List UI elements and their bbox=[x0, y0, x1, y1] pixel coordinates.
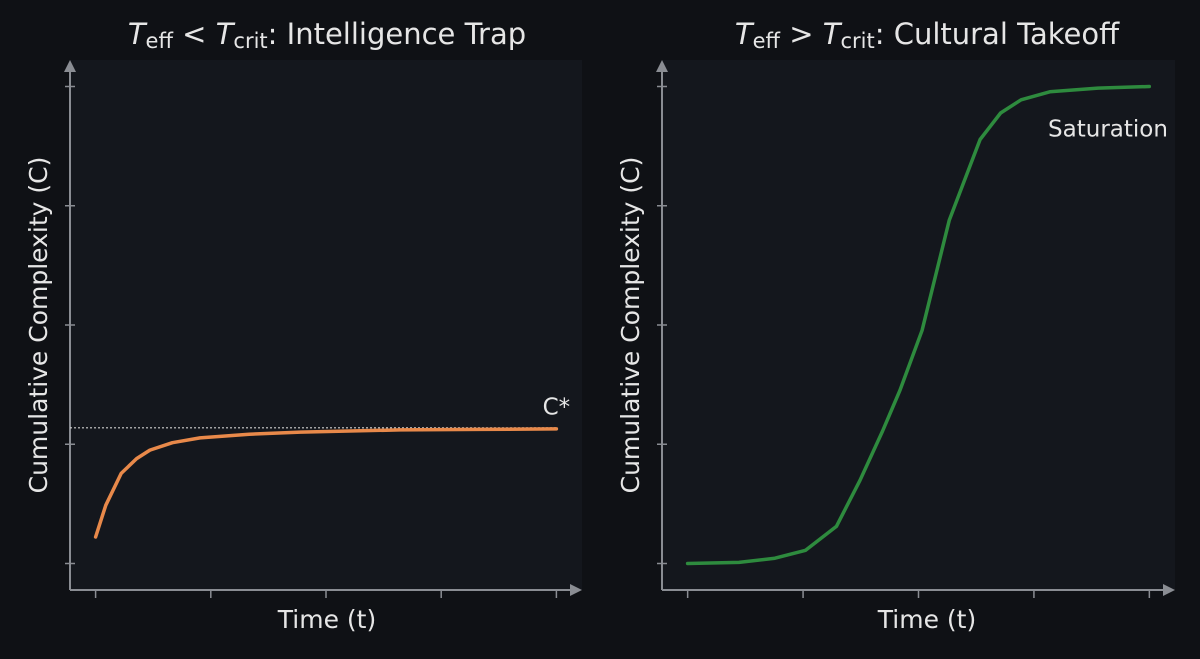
title-part: crit bbox=[840, 29, 874, 53]
annotation: Saturation bbox=[1048, 117, 1168, 143]
title-part: T bbox=[128, 17, 148, 51]
x-axis-arrow bbox=[570, 584, 582, 596]
y-axis-label: Cumulative Complexity (C) bbox=[24, 157, 53, 494]
title-part: : Cultural Takeoff bbox=[875, 17, 1120, 51]
title-part: eff bbox=[753, 29, 781, 53]
curve bbox=[685, 84, 1152, 566]
title-part: < bbox=[173, 17, 216, 51]
y-axis-label: Cumulative Complexity (C) bbox=[616, 157, 645, 494]
x-axis-label: Time (t) bbox=[877, 605, 976, 634]
curve bbox=[93, 427, 559, 539]
reference-label: C* bbox=[543, 394, 571, 420]
chart-title: Teff < Tcrit: Intelligence Trap bbox=[128, 17, 526, 53]
title-part: : Intelligence Trap bbox=[268, 17, 527, 51]
plot-area bbox=[70, 60, 582, 590]
y-axis-arrow bbox=[64, 60, 76, 72]
title-part: T bbox=[823, 17, 843, 51]
title-part: eff bbox=[146, 29, 174, 53]
y-axis-arrow bbox=[656, 60, 668, 72]
title-part: > bbox=[780, 17, 823, 51]
title-part: T bbox=[216, 17, 236, 51]
title-part: T bbox=[735, 17, 755, 51]
chart-title: Teff > Tcrit: Cultural Takeoff bbox=[735, 17, 1120, 53]
title-part: crit bbox=[233, 29, 267, 53]
x-axis-label: Time (t) bbox=[277, 605, 376, 634]
plot-area bbox=[662, 60, 1175, 590]
x-axis-arrow bbox=[1163, 584, 1175, 596]
